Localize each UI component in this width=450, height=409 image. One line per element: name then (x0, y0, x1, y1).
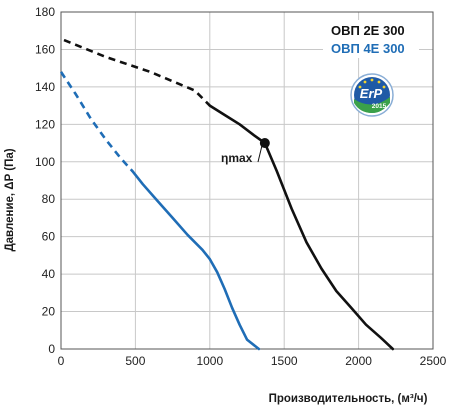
y-axis-label: Давление, ΔP (Па) (4, 148, 16, 251)
y-tick-label-120: 120 (35, 117, 55, 131)
y-tick-label-80: 80 (42, 192, 56, 206)
curves (59, 38, 395, 351)
y-tick-label-0: 0 (48, 342, 55, 356)
x-tick-label-1000: 1000 (196, 354, 223, 368)
y-tick-label-40: 40 (42, 267, 56, 281)
erp-2015-badge: ErP 2015 (350, 73, 394, 117)
badge-year-text: 2015 (372, 103, 387, 110)
legend-background (323, 20, 419, 58)
series-1-solid-line (131, 169, 261, 351)
legend-entry-ovp-2e-300: ОВП 2Е 300 (331, 23, 405, 38)
eta-max-annotation: ηmax (221, 151, 253, 165)
y-tick-label-20: 20 (42, 305, 56, 319)
tick-labels: 0 500 1000 1500 2000 2500 0 20 40 60 80 100 120 140 16… (35, 5, 447, 368)
legend: ОВП 2Е 300 ОВП 4Е 300 (323, 20, 419, 58)
x-axis-label: Производительность, (м³/ч) (269, 393, 428, 405)
series-0-dashed-line (63, 38, 211, 107)
y-tick-label-180: 180 (35, 5, 55, 19)
series-0-solid-line (208, 104, 395, 351)
badge-green-swoosh (354, 97, 390, 113)
badge-erp-text: ErP (360, 86, 383, 101)
plot-frame (60, 11, 434, 350)
eta-max-point (259, 138, 270, 149)
y-tick-label-160: 160 (35, 42, 55, 56)
eta-max-leader-line (257, 145, 263, 163)
grid (60, 11, 434, 350)
y-tick-label-60: 60 (42, 230, 56, 244)
x-tick-label-500: 500 (125, 354, 145, 368)
badge-stars (358, 78, 386, 89)
y-tick-label-140: 140 (35, 80, 55, 94)
legend-entry-ovp-4e-300: ОВП 4Е 300 (331, 41, 405, 56)
x-tick-label-2500: 2500 (420, 354, 447, 368)
x-tick-label-1500: 1500 (271, 354, 298, 368)
x-tick-label-0: 0 (58, 354, 65, 368)
x-tick-label-2000: 2000 (345, 354, 372, 368)
y-tick-label-100: 100 (35, 155, 55, 169)
